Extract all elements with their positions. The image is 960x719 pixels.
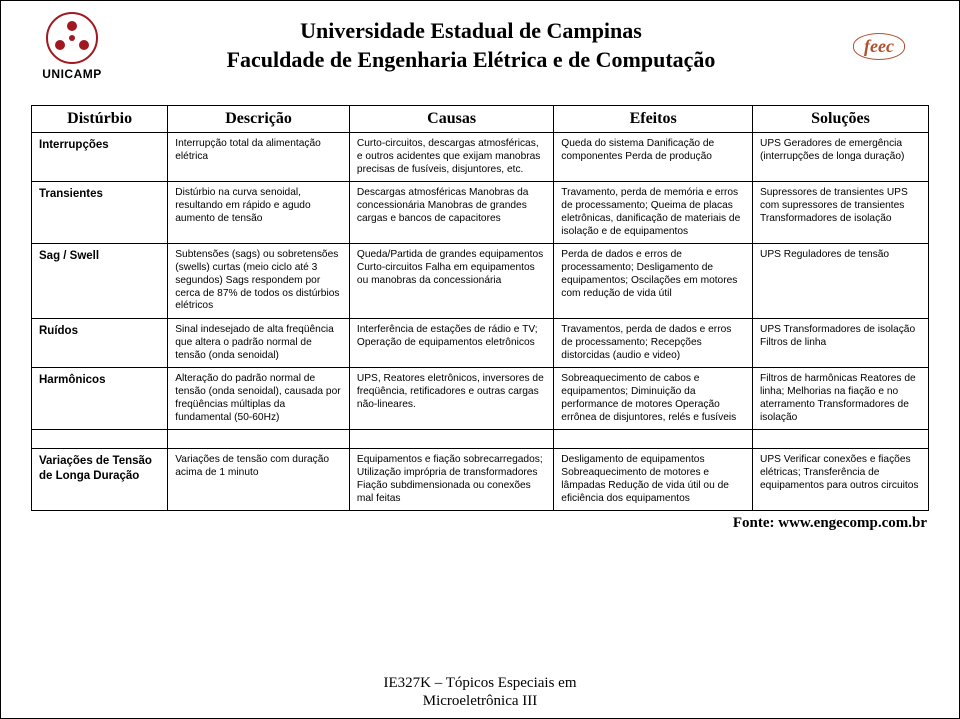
source-label: Fonte: www.engecomp.com.br <box>31 515 929 532</box>
cell-disturbio: Variações de Tensão de Longa Duração <box>32 449 168 511</box>
footer: IE327K – Tópicos Especiais em Microeletr… <box>1 674 959 710</box>
cell-effects: Travamentos, perda de dados e erros de p… <box>554 319 753 368</box>
cell-causes: UPS, Reatores eletrônicos, inversores de… <box>349 368 553 430</box>
cell-effects: Desligamento de equipamentos Sobreaqueci… <box>554 449 753 511</box>
cell-solutions: UPS Verificar conexões e fiações elétric… <box>752 449 928 511</box>
table-row: RuídosSinal indesejado de alta freqüênci… <box>32 319 929 368</box>
disturbance-table: Distúrbio Descrição Causas Efeitos Soluç… <box>31 105 929 511</box>
table-header-row: Distúrbio Descrição Causas Efeitos Soluç… <box>32 106 929 133</box>
col-descricao: Descrição <box>168 106 350 133</box>
cell-causes: Curto-circuitos, descargas atmosféricas,… <box>349 133 553 182</box>
unicamp-icon <box>45 11 99 65</box>
separator-row <box>32 430 929 449</box>
cell-solutions: UPS Geradores de emergência (interrupçõe… <box>752 133 928 182</box>
cell-causes: Descargas atmosféricas Manobras da conce… <box>349 182 553 244</box>
cell-disturbio: Transientes <box>32 182 168 244</box>
feec-label: feec <box>853 33 905 60</box>
separator-cell <box>32 430 168 449</box>
separator-cell <box>349 430 553 449</box>
cell-causes: Interferência de estações de rádio e TV;… <box>349 319 553 368</box>
title-block: Universidade Estadual de Campinas Faculd… <box>113 17 829 74</box>
cell-disturbio: Interrupções <box>32 133 168 182</box>
cell-effects: Travamento, perda de memória e erros de … <box>554 182 753 244</box>
table-row: Sag / SwellSubtensões (sags) ou sobreten… <box>32 244 929 319</box>
table-row: TransientesDistúrbio na curva senoidal, … <box>32 182 929 244</box>
unicamp-label: UNICAMP <box>31 67 113 81</box>
cell-desc: Distúrbio na curva senoidal, resultando … <box>168 182 350 244</box>
cell-desc: Variações de tensão com duração acima de… <box>168 449 350 511</box>
university-title: Universidade Estadual de Campinas <box>113 17 829 46</box>
cell-desc: Sinal indesejado de alta freqüência que … <box>168 319 350 368</box>
cell-solutions: UPS Transformadores de isolação Filtros … <box>752 319 928 368</box>
col-causas: Causas <box>349 106 553 133</box>
cell-solutions: UPS Reguladores de tensão <box>752 244 928 319</box>
table-row: InterrupçõesInterrupção total da aliment… <box>32 133 929 182</box>
separator-cell <box>168 430 350 449</box>
table-row: Variações de Tensão de Longa DuraçãoVari… <box>32 449 929 511</box>
separator-cell <box>554 430 753 449</box>
col-solucoes: Soluções <box>752 106 928 133</box>
cell-solutions: Filtros de harmônicas Reatores de linha;… <box>752 368 928 430</box>
cell-desc: Subtensões (sags) ou sobretensões (swell… <box>168 244 350 319</box>
cell-causes: Queda/Partida de grandes equipamentos Cu… <box>349 244 553 319</box>
footer-line1: IE327K – Tópicos Especiais em <box>1 674 959 692</box>
cell-effects: Sobreaquecimento de cabos e equipamentos… <box>554 368 753 430</box>
faculty-title: Faculdade de Engenharia Elétrica e de Co… <box>113 46 829 75</box>
cell-solutions: Supressores de transientes UPS com supre… <box>752 182 928 244</box>
cell-disturbio: Sag / Swell <box>32 244 168 319</box>
unicamp-logo: UNICAMP <box>31 11 113 81</box>
cell-effects: Queda do sistema Danificação de componen… <box>554 133 753 182</box>
cell-causes: Equipamentos e fiação sobrecarregados; U… <box>349 449 553 511</box>
header: UNICAMP Universidade Estadual de Campina… <box>31 11 929 81</box>
footer-line2: Microeletrônica III <box>1 692 959 710</box>
cell-effects: Perda de dados e erros de processamento;… <box>554 244 753 319</box>
separator-cell <box>752 430 928 449</box>
table-row: HarmônicosAlteração do padrão normal de … <box>32 368 929 430</box>
cell-desc: Alteração do padrão normal de tensão (on… <box>168 368 350 430</box>
col-disturbio: Distúrbio <box>32 106 168 133</box>
cell-disturbio: Ruídos <box>32 319 168 368</box>
cell-disturbio: Harmônicos <box>32 368 168 430</box>
cell-desc: Interrupção total da alimentação elétric… <box>168 133 350 182</box>
feec-logo: feec <box>829 33 929 60</box>
col-efeitos: Efeitos <box>554 106 753 133</box>
